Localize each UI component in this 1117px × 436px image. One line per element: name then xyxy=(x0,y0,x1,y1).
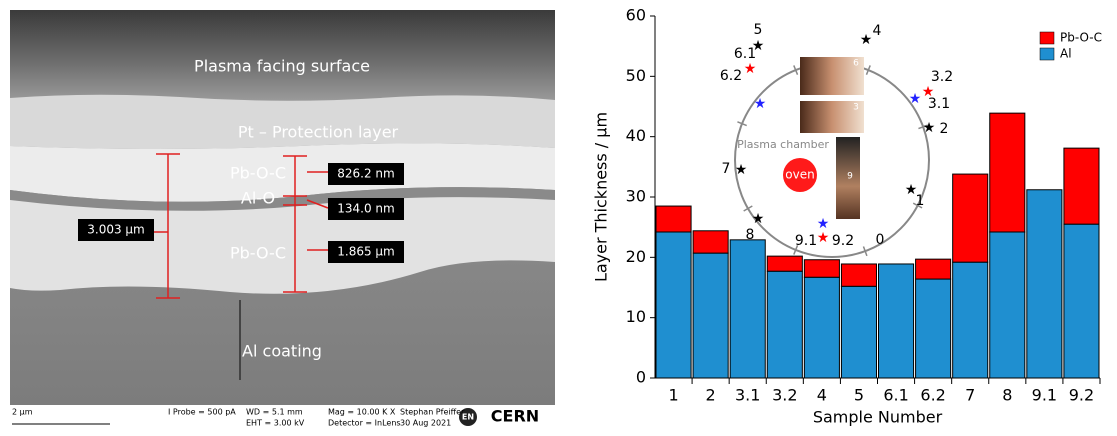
bar-segment xyxy=(953,262,988,378)
footer-text: WD = 5.1 mm xyxy=(246,408,303,417)
footer-text: Detector = InLens xyxy=(328,419,401,428)
sample-star: ★ xyxy=(744,61,757,77)
y-tick-label: 0 xyxy=(636,368,646,387)
figure: Plasma facing surface Pt – Protection lay… xyxy=(0,0,1117,432)
inset-label: Plasma chamber xyxy=(737,138,829,151)
layer-label: Plasma facing surface xyxy=(194,57,370,76)
bar-segment xyxy=(693,231,728,253)
legend-label: Al xyxy=(1060,47,1072,61)
y-tick-label: 30 xyxy=(626,187,646,206)
layer-label: Al coating xyxy=(242,342,322,361)
sample-star: ★ xyxy=(817,230,830,246)
layer-label: Pb-O-C xyxy=(230,164,286,183)
inset-label: 9 xyxy=(847,172,853,182)
legend-label: Pb-O-C xyxy=(1060,31,1102,45)
bar-segment xyxy=(1027,190,1062,378)
inset-label: 4 xyxy=(873,23,882,39)
inset-label: 3.1 xyxy=(928,96,950,112)
bar-segment xyxy=(804,277,839,378)
footer-text: Mag = 10.00 K X xyxy=(328,408,396,417)
x-tick-label: 9.2 xyxy=(1069,386,1094,405)
bar-segment xyxy=(656,232,691,378)
y-tick-label: 50 xyxy=(626,66,646,85)
x-tick-label: 1 xyxy=(668,386,678,405)
measure-label: 134.0 nm xyxy=(337,202,394,216)
inset-label: 0 xyxy=(876,232,885,248)
inset-label: 7 xyxy=(722,161,731,177)
measure-label: 826.2 nm xyxy=(337,167,394,181)
layer-label: Al-O xyxy=(241,189,275,208)
y-tick-label: 60 xyxy=(626,6,646,25)
x-tick-label: 2 xyxy=(706,386,716,405)
footer-text: I Probe = 500 pA xyxy=(168,408,236,417)
x-tick-label: 9.1 xyxy=(1032,386,1057,405)
bar-segment xyxy=(990,232,1025,378)
bar-segment xyxy=(804,260,839,277)
y-axis-title: Layer Thickness / µm xyxy=(592,112,611,282)
x-tick-label: 5 xyxy=(854,386,864,405)
inset-label: 6 xyxy=(853,59,859,69)
bar-segment xyxy=(693,253,728,378)
footer-text: 30 Aug 2021 xyxy=(400,419,451,428)
footer-text: 2 µm xyxy=(12,408,33,417)
footer-text: CERN xyxy=(491,407,539,426)
inset-label: 9.2 xyxy=(832,233,854,249)
sample-star: ★ xyxy=(923,120,936,136)
x-tick-label: 6.2 xyxy=(920,386,945,405)
sample-star: ★ xyxy=(860,32,873,48)
inset-label: 5 xyxy=(754,22,763,38)
sample-star: ★ xyxy=(752,211,765,227)
bar-segment xyxy=(1064,148,1099,224)
sample-star: ★ xyxy=(754,96,767,112)
x-tick-label: 6.1 xyxy=(883,386,908,405)
inset-label: 3 xyxy=(853,103,859,113)
measure-label: 3.003 µm xyxy=(87,223,145,237)
measure-label: 1.865 µm xyxy=(337,245,395,259)
x-tick-label: 3.1 xyxy=(735,386,760,405)
inset-label: 6.1 xyxy=(734,46,756,62)
bar-segment xyxy=(656,206,691,232)
surface-layer xyxy=(10,10,555,101)
bar-segment xyxy=(767,271,802,378)
bar-segment xyxy=(841,264,876,286)
micrograph: Plasma facing surface Pt – Protection lay… xyxy=(10,10,555,430)
x-tick-label: 3.2 xyxy=(772,386,797,405)
x-tick-label: 8 xyxy=(1002,386,1012,405)
footer-text: EN xyxy=(462,413,474,422)
x-tick-label: 7 xyxy=(965,386,975,405)
inset-label: 6.2 xyxy=(720,68,742,84)
bar-segment xyxy=(990,113,1025,232)
sample-star: ★ xyxy=(909,91,922,107)
layer-label: Pt – Protection layer xyxy=(238,123,399,142)
inset-label: 1 xyxy=(916,193,925,209)
x-tick-label: 4 xyxy=(817,386,827,405)
inset-label: 9.1 xyxy=(795,233,817,249)
x-axis-title: Sample Number xyxy=(813,408,943,427)
bar-segment xyxy=(916,279,951,378)
y-tick-label: 20 xyxy=(626,247,646,266)
inset-label: oven xyxy=(785,168,814,182)
bar-segment xyxy=(1064,224,1099,378)
y-tick-label: 10 xyxy=(626,307,646,326)
layer-label: Pb-O-C xyxy=(230,244,286,263)
legend-swatch xyxy=(1040,48,1054,60)
bar-segment xyxy=(916,259,951,279)
bar-segment xyxy=(953,174,988,262)
inset-label: 3.2 xyxy=(931,69,953,85)
footer-text: Stephan Pfeiffer xyxy=(400,408,465,417)
bar-segment xyxy=(841,286,876,378)
inset-label: 2 xyxy=(940,121,949,137)
bar-segment xyxy=(879,264,914,378)
footer-text: EHT = 3.00 kV xyxy=(246,419,305,428)
legend-swatch xyxy=(1040,32,1054,44)
inset-label: 8 xyxy=(746,227,755,243)
sample-star: ★ xyxy=(735,162,748,178)
bar-segment xyxy=(767,256,802,271)
bar-segment xyxy=(730,240,765,378)
y-tick-label: 40 xyxy=(626,126,646,145)
